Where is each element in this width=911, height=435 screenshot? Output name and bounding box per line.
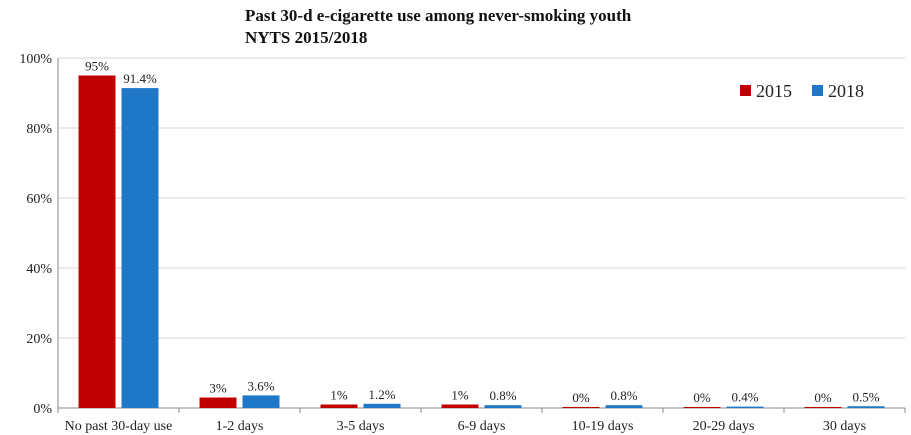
bar-2015 — [78, 75, 116, 408]
bar-2015 — [804, 407, 842, 408]
x-tick-label: 6-9 days — [458, 419, 506, 434]
bar-2018 — [363, 403, 401, 408]
legend-swatch-2018 — [812, 85, 823, 96]
bar-2018 — [605, 405, 643, 408]
chart-title-line-1: Past 30-d e-cigarette use among never-sm… — [245, 6, 632, 25]
x-tick-label: 1-2 days — [216, 419, 264, 434]
data-label: 0.4% — [731, 390, 758, 405]
bar-2015 — [562, 406, 600, 408]
y-tick-label: 60% — [26, 192, 52, 207]
data-label: 1% — [330, 388, 348, 403]
legend-swatch-2015 — [740, 85, 751, 96]
data-label: 0% — [814, 390, 832, 405]
x-tick-label: 3-5 days — [337, 419, 385, 434]
y-tick-label: 40% — [26, 262, 52, 277]
data-label: 0.8% — [489, 388, 516, 403]
data-label: 1.2% — [368, 387, 395, 402]
bar-2015 — [683, 407, 721, 408]
x-tick-label: 10-19 days — [572, 419, 634, 434]
x-tick-label: No past 30-day use — [65, 419, 173, 434]
bar-2018 — [242, 395, 280, 408]
y-tick-label: 100% — [19, 52, 52, 67]
data-label: 0% — [693, 390, 711, 405]
bar-2015 — [199, 397, 237, 408]
data-label: 1% — [451, 388, 469, 403]
chart-title-line-2: NYTS 2015/2018 — [245, 28, 368, 47]
bar-2018 — [121, 88, 159, 408]
y-tick-label: 20% — [26, 332, 52, 347]
bar-2018 — [847, 406, 885, 408]
y-tick-label: 80% — [26, 122, 52, 137]
data-label: 0% — [572, 390, 590, 405]
data-label: 0.8% — [610, 388, 637, 403]
x-tick-label: 30 days — [823, 419, 866, 434]
legend-label: 2015 — [756, 81, 792, 101]
x-tick-label: 20-29 days — [693, 419, 755, 434]
bar-2015 — [320, 404, 358, 408]
legend-label: 2018 — [828, 81, 864, 101]
data-label: 3.6% — [247, 378, 274, 393]
data-label: 0.5% — [852, 389, 879, 404]
bar-2015 — [441, 404, 479, 408]
bar-2018 — [484, 405, 522, 408]
data-label: 95% — [85, 59, 109, 74]
data-label: 91.4% — [123, 71, 157, 86]
bar-2018 — [726, 406, 764, 408]
data-label: 3% — [209, 381, 227, 396]
y-tick-label: 0% — [33, 402, 52, 417]
